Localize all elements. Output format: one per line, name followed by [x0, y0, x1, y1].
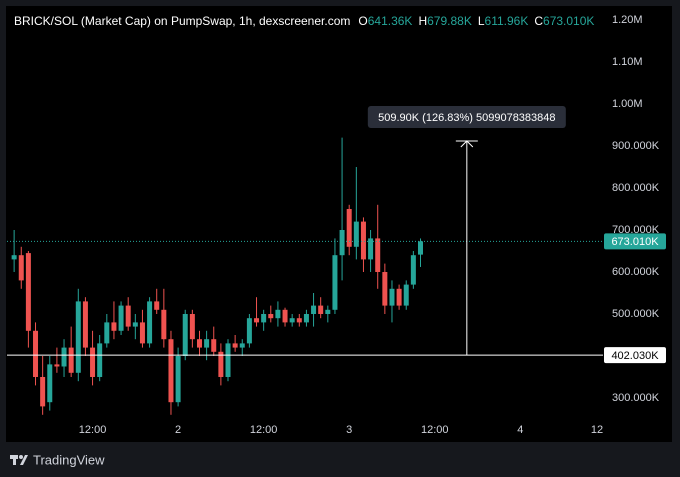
candle-body	[254, 318, 260, 323]
candle-body	[410, 255, 416, 285]
candle-body	[161, 309, 167, 340]
logo-shape	[13, 455, 16, 465]
candle-body	[139, 322, 145, 344]
y-tick-label: 1.10M	[612, 56, 643, 68]
candle-body	[375, 238, 381, 272]
ohlc-value: 641.36K	[368, 14, 413, 28]
measure-label-box	[367, 105, 566, 128]
candle-body	[40, 376, 46, 407]
y-tick-label: 1.00M	[612, 98, 643, 110]
candle-body	[282, 309, 288, 323]
candle-body	[104, 322, 110, 344]
chart-header: BRICK/SOL (Market Cap) on PumpSwap, 1h, …	[14, 14, 594, 28]
y-tick-label: 500.000K	[612, 308, 660, 320]
x-tick-label: 4	[517, 424, 523, 436]
candle-body	[68, 347, 74, 373]
candle-body	[339, 230, 345, 256]
ohlc-value: 679.88K	[427, 14, 472, 28]
candle-body	[118, 305, 124, 331]
candle-body	[196, 339, 202, 348]
x-tick-label: 12	[591, 424, 603, 436]
y-tick-label: 900.000K	[612, 140, 660, 152]
candle-body	[189, 313, 195, 340]
candle-body	[47, 364, 53, 403]
candle-body	[132, 322, 138, 327]
candle-body	[225, 343, 231, 377]
candle-body	[147, 301, 153, 344]
logo-shape	[20, 455, 28, 465]
x-tick-label: 12:00	[250, 424, 278, 436]
candle-body	[346, 209, 352, 247]
candle-body	[368, 238, 374, 260]
candle-body	[261, 313, 267, 323]
y-tick-label: 300.000K	[612, 392, 660, 404]
candle-body	[125, 305, 131, 327]
candle-body	[218, 351, 224, 377]
ohlc-key: O	[358, 14, 367, 28]
candle-body	[296, 318, 302, 323]
x-tick-label: 3	[346, 424, 352, 436]
measure-label: 509.90K (126.83%) 5099078383848	[378, 112, 555, 124]
candle-body	[332, 255, 338, 310]
candle-body	[33, 330, 39, 377]
candle-body	[11, 255, 17, 260]
candle-body	[90, 347, 96, 377]
candle-body	[111, 322, 117, 331]
candle-body	[246, 318, 252, 344]
candle-body	[82, 301, 88, 348]
candle-body	[396, 288, 402, 306]
y-tick-label: 1.20M	[612, 14, 643, 26]
tradingview-logo: TradingView	[10, 452, 105, 467]
candle-body	[239, 343, 245, 348]
candle-body	[303, 313, 309, 323]
candle-body	[417, 241, 423, 255]
ohlc-key: H	[418, 14, 427, 28]
logo-shape	[19, 455, 23, 459]
candle-body	[403, 284, 409, 306]
candle-body	[61, 347, 67, 367]
ohlc-value: 611.96K	[485, 14, 529, 28]
x-tick-label: 12:00	[79, 424, 107, 436]
candle-body	[18, 255, 24, 281]
chart-title: BRICK/SOL (Market Cap) on PumpSwap, 1h, …	[14, 14, 350, 28]
candle-body	[275, 309, 281, 319]
candle-body	[318, 305, 324, 314]
candle-body	[182, 313, 188, 356]
price-label: 402.030K	[611, 350, 659, 362]
y-tick-label: 800.000K	[612, 182, 660, 194]
x-tick-label: 2	[175, 424, 181, 436]
y-tick-label: 700.000K	[612, 224, 660, 236]
candle-body	[168, 339, 174, 403]
candle-body	[389, 288, 395, 306]
measure-arrow	[460, 140, 474, 148]
price-label-box	[604, 233, 666, 250]
ohlc-key: L	[478, 14, 485, 28]
chart-panel	[6, 6, 672, 442]
brand: TradingView	[33, 452, 105, 467]
candle-body	[289, 318, 295, 323]
candle-body	[25, 253, 31, 331]
price-label: 673.010K	[611, 236, 659, 248]
candle-body	[54, 364, 60, 367]
x-tick-label: 12:00	[421, 424, 449, 436]
y-tick-label: 600.000K	[612, 266, 660, 278]
candle-body	[353, 221, 359, 247]
candle-body	[75, 301, 81, 373]
candle-body	[97, 343, 103, 377]
ohlc-key: C	[534, 14, 543, 28]
candle-body	[204, 339, 210, 348]
candle-body	[232, 343, 238, 348]
candle-body	[211, 339, 217, 352]
price-label-box	[604, 347, 666, 364]
candle-body	[175, 355, 181, 403]
candle-body	[268, 313, 274, 319]
candle-body	[154, 301, 160, 310]
ohlc-value: 673.010K	[543, 14, 594, 28]
candle-body	[382, 271, 388, 306]
candle-body	[360, 221, 366, 260]
candle-body	[325, 309, 331, 314]
candle-body	[311, 305, 317, 314]
